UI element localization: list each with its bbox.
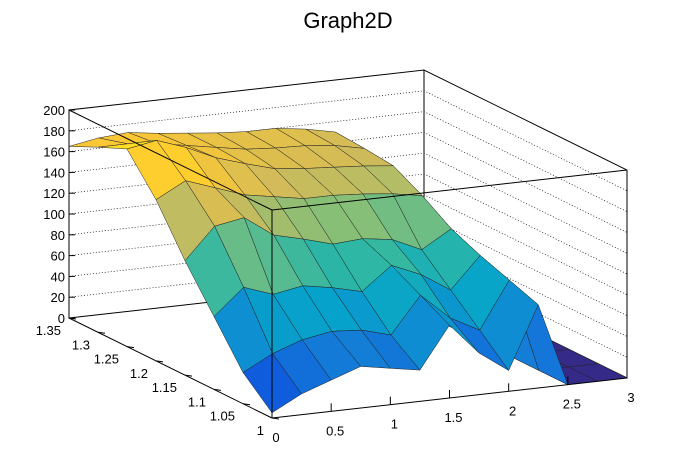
y-tick-mark	[126, 346, 135, 349]
y-tick-mark	[271, 417, 280, 420]
x-tick-label: 2	[509, 403, 516, 418]
y-tick-mark	[242, 403, 251, 406]
y-tick-label: 1.1	[188, 394, 206, 409]
x-tick-label: 1.5	[444, 410, 462, 425]
z-tick-label: 60	[51, 249, 65, 264]
z-tick-label: 0	[58, 311, 65, 326]
surface-mesh	[68, 128, 628, 414]
z-tick-label: 120	[43, 186, 65, 201]
y-tick-label: 1.25	[94, 352, 119, 367]
y-tick-label: 1.2	[130, 366, 148, 381]
y-tick-label: 1.15	[152, 380, 177, 395]
x-tick-label: 2.5	[563, 397, 581, 412]
z-grid-line	[68, 173, 628, 275]
axes: 0 0.5 1 1.5 2 2.5 311.051.11.151.21.251.31.350…	[36, 103, 635, 445]
y-tick-label: 1	[257, 423, 264, 438]
x-tick-label: 1	[391, 417, 398, 432]
y-tick-mark	[155, 360, 164, 363]
y-tick-label: 1.3	[72, 337, 90, 352]
z-tick-label: 80	[51, 228, 65, 243]
z-tick-label: 40	[51, 269, 65, 284]
left-top-edge	[68, 109, 273, 211]
y-tick-mark	[213, 388, 222, 391]
z-tick-label: 180	[43, 124, 65, 139]
z-grid-line	[68, 90, 628, 192]
y-tick-label: 1.05	[210, 409, 235, 424]
y-tick-label: 1.35	[36, 323, 61, 338]
z-tick-label: 100	[43, 207, 65, 222]
z-grid-line	[68, 132, 628, 233]
x-tick-label: 0.5	[326, 423, 344, 438]
z-tick-label: 200	[43, 103, 65, 118]
y-tick-mark	[184, 374, 193, 377]
chart-title: Graph2D	[303, 8, 392, 33]
z-tick-label: 140	[43, 165, 65, 180]
z-tick-label: 160	[43, 145, 65, 160]
z-grid-line	[68, 194, 628, 296]
z-tick-label: 20	[51, 290, 65, 305]
front-top-edge	[271, 169, 628, 211]
x-tick-label: 3	[627, 390, 634, 405]
y-tick-mark	[97, 331, 106, 334]
z-grid-line	[68, 111, 628, 212]
y-axis-line	[68, 317, 273, 419]
z-grid-line	[68, 152, 628, 254]
x-tick-label: 0	[272, 430, 279, 445]
plot-box-front	[68, 109, 628, 418]
